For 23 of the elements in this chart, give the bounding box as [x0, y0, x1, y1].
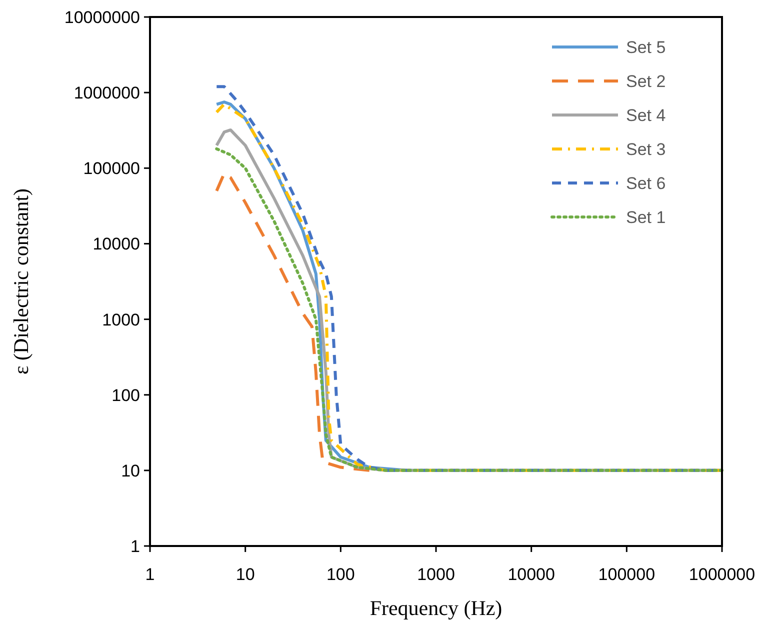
legend-label: Set 5 — [626, 38, 666, 57]
y-tick-label: 10 — [121, 461, 140, 480]
x-tick-label: 100 — [326, 565, 355, 584]
y-tick-label: 10000 — [92, 234, 140, 254]
x-tick-label: 1000 — [417, 565, 455, 584]
x-tick-label: 10 — [236, 565, 255, 584]
y-tick-label: 10000000 — [64, 8, 140, 27]
x-axis-title: Frequency (Hz) — [370, 596, 502, 620]
x-tick-label: 1 — [145, 565, 155, 584]
legend-label: Set 1 — [626, 208, 666, 227]
legend-label: Set 3 — [626, 140, 666, 159]
y-tick-label: 100000 — [83, 159, 140, 178]
y-tick-label: 1000000 — [74, 84, 140, 103]
legend-label: Set 6 — [626, 174, 666, 193]
y-tick-label: 1 — [130, 537, 140, 556]
y-axis-title: ε (Dielectric constant) — [9, 188, 33, 375]
y-tick-label: 100 — [112, 386, 140, 405]
x-tick-label: 10000 — [508, 565, 555, 584]
legend-label: Set 2 — [626, 72, 666, 91]
y-tick-label: 1000 — [102, 310, 140, 330]
legend-label: Set 4 — [626, 106, 666, 125]
x-tick-label: 100000 — [598, 565, 656, 584]
x-tick-label: 1000000 — [688, 565, 756, 584]
